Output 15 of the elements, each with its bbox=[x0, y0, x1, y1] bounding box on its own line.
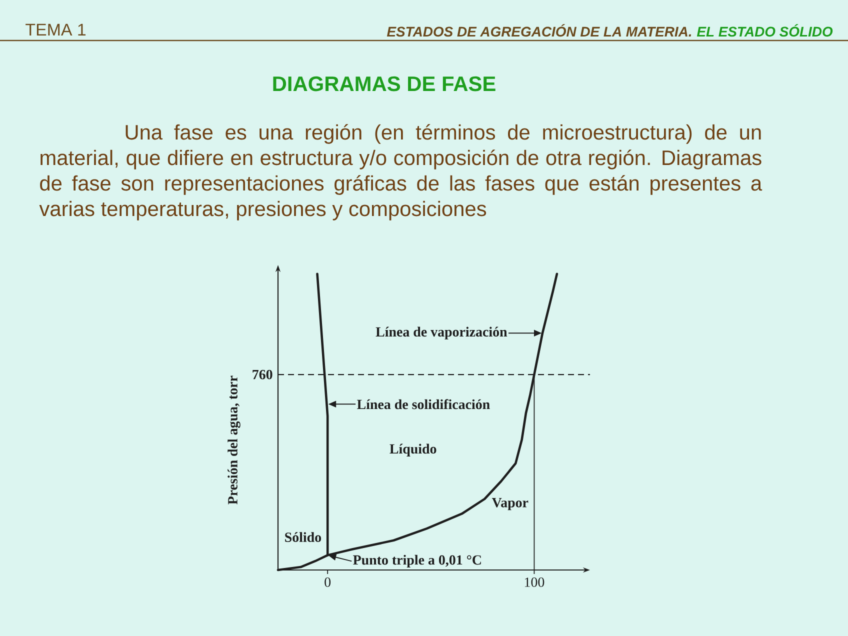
chart-subtitle: Una fase es una región (en términos de microestructura) de un material, que difiere en estructura y/o composición de otra región. Diagramas de fase son representaciones gráficas de las fases que están presentes a varias temperaturas, presiones y composiciones bbox=[39, 124, 762, 220]
x-tick-label: 100 bbox=[524, 578, 544, 587]
text: 760 bbox=[252, 370, 272, 380]
text: EL ESTADO SÓLIDO bbox=[696, 24, 833, 37]
annotation: Línea de solidificación bbox=[357, 399, 490, 410]
annotation: Punto triple a 0,01 °C bbox=[353, 554, 481, 568]
annotation: Línea de vaporización bbox=[376, 326, 508, 340]
x-tick-label: 0 bbox=[324, 578, 331, 587]
text: TEMA 1 bbox=[26, 24, 86, 36]
y-axis-title: Presión del agua, torr bbox=[228, 376, 240, 504]
chart-title: DIAGRAMAS DE FASE bbox=[273, 76, 496, 92]
annotation: Líquido bbox=[390, 444, 436, 456]
annotation: Vapor bbox=[492, 498, 528, 510]
annotation: Sólido bbox=[285, 532, 322, 542]
text: ESTADOS DE AGREGACIÓN DE LA MATERIA. bbox=[386, 24, 692, 37]
